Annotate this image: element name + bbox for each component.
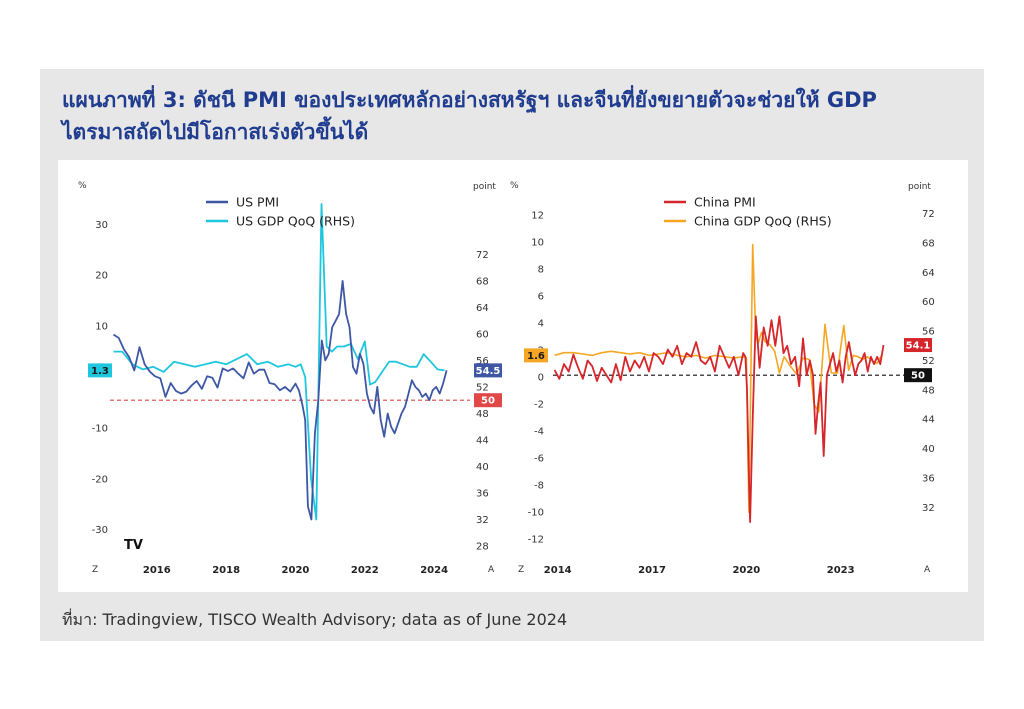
right-tick-label: 48: [922, 385, 935, 396]
corner-label-right: A: [488, 565, 495, 575]
left-tick-label: 4: [538, 318, 544, 329]
end-label-box-right: [474, 363, 502, 378]
x-tick-label: 2020: [282, 565, 310, 576]
end-label-right: 54.5: [476, 366, 501, 377]
x-tick-label: 2017: [638, 565, 666, 576]
left-tick-label: -8: [534, 481, 544, 492]
title-line-2: ไตรมาสถัดไปมีโอกาสเร่งตัวขึ้นได้: [62, 120, 369, 144]
chart-area: % point 30 20 10 -10 -20 -30 72 68 64 60 56 52 48 44 40 3…: [58, 160, 968, 592]
x-tick-label: 2018: [212, 565, 240, 576]
legend: China PMI China GDP QoQ (RHS): [664, 195, 832, 229]
right-axis-unit: point: [473, 182, 496, 192]
end-label-box-ref: [904, 368, 932, 383]
x-tick-label: 2020: [732, 565, 760, 576]
x-tick-label: 2022: [351, 565, 379, 576]
right-tick-label: 44: [922, 415, 935, 426]
left-tick-label: -12: [528, 535, 544, 546]
tradingview-logo: TV: [124, 538, 143, 553]
left-tick-label: -10: [528, 508, 544, 519]
left-tick-label: -10: [92, 423, 108, 434]
right-tick-label: 36: [922, 474, 935, 485]
title-line-1: แผนภาพที่ 3: ดัชนี PMI ของประเทศหลักอย่า…: [62, 88, 877, 112]
end-label-box-left: [524, 348, 548, 363]
right-tick-label: 68: [476, 276, 489, 287]
end-label-box-ref: [474, 393, 502, 408]
right-tick-label: 40: [476, 462, 489, 473]
right-tick-label: 28: [476, 542, 489, 553]
right-tick-label: 72: [476, 250, 489, 261]
right-tick-label: 44: [476, 435, 489, 446]
right-tick-label: 56: [476, 356, 489, 367]
corner-label-right: A: [924, 565, 931, 575]
series-line-us-gdp: [113, 203, 445, 521]
left-tick-label: 10: [531, 237, 544, 248]
right-tick-label: 32: [476, 515, 489, 526]
left-axis-unit: %: [78, 181, 87, 191]
left-tick-label: 0: [538, 373, 544, 384]
left-tick-label: -4: [534, 427, 544, 438]
end-label-left: 1.6: [527, 351, 545, 362]
right-tick-label: 64: [922, 268, 935, 279]
legend-label: US PMI: [236, 195, 279, 210]
end-label-ref: 50: [481, 396, 495, 407]
left-tick-label: -20: [92, 474, 108, 485]
series-line-china-gdp: [554, 243, 883, 513]
right-tick-label: 40: [922, 444, 935, 455]
left-tick-label: 20: [95, 271, 108, 282]
corner-label-left: Z: [518, 565, 524, 575]
right-tick-label: 60: [476, 329, 489, 340]
figure-title: แผนภาพที่ 3: ดัชนี PMI ของประเทศหลักอย่า…: [62, 84, 962, 148]
left-axis-unit: %: [510, 181, 519, 191]
right-tick-label: 60: [922, 297, 935, 308]
legend-label: US GDP QoQ (RHS): [236, 214, 355, 229]
right-tick-label: 52: [922, 356, 935, 367]
left-tick-label: -30: [92, 525, 108, 536]
left-tick-label: 8: [538, 264, 544, 275]
charts-svg: % point302010-10-20-307268646056524844403…: [78, 181, 935, 576]
right-tick-label: 32: [922, 503, 935, 514]
right-tick-label: 52: [476, 382, 489, 393]
left-tick-label: -2: [534, 400, 544, 411]
end-label-box-left: [88, 363, 112, 378]
x-tick-label: 2024: [420, 565, 448, 576]
x-tick-label: 2016: [143, 565, 171, 576]
x-tick-label: 2023: [827, 565, 855, 576]
left-tick-label: 30: [95, 220, 108, 231]
end-label-ref: 50: [911, 371, 925, 382]
right-tick-label: 64: [476, 303, 489, 314]
x-tick-label: 2014: [544, 565, 572, 576]
source-note: ที่มา: Tradingview, TISCO Wealth Advisor…: [62, 610, 568, 629]
end-label-box-right: [904, 338, 932, 353]
legend-label: China PMI: [694, 195, 756, 210]
chart-2: %point121086420-2-4-6-8-10-1272686460565…: [510, 181, 935, 576]
series-line-china-pmi: [553, 315, 885, 523]
left-tick-label: 10: [95, 322, 108, 333]
corner-label-left: Z: [92, 565, 98, 575]
right-tick-label: 68: [922, 238, 935, 249]
end-label-right: 54.1: [906, 341, 931, 352]
left-tick-label: -6: [534, 454, 544, 465]
series-line-us-pmi: [113, 280, 448, 521]
right-axis-unit: point: [908, 182, 931, 192]
legend-label: China GDP QoQ (RHS): [694, 214, 832, 229]
left-tick-label: 6: [538, 291, 544, 302]
chart-1: % point 30 20 10 -10 -20 -30 72 68 64 60 56 52 48 44 40 3…: [78, 181, 502, 576]
left-tick-label: 12: [531, 210, 544, 221]
right-tick-label: 36: [476, 488, 489, 499]
right-tick-label: 48: [476, 409, 489, 420]
right-tick-label: 56: [922, 327, 935, 338]
end-label-left: 1.3: [91, 366, 109, 377]
right-tick-label: 72: [922, 209, 935, 220]
legend: US PMI US GDP QoQ (RHS): [206, 195, 355, 229]
